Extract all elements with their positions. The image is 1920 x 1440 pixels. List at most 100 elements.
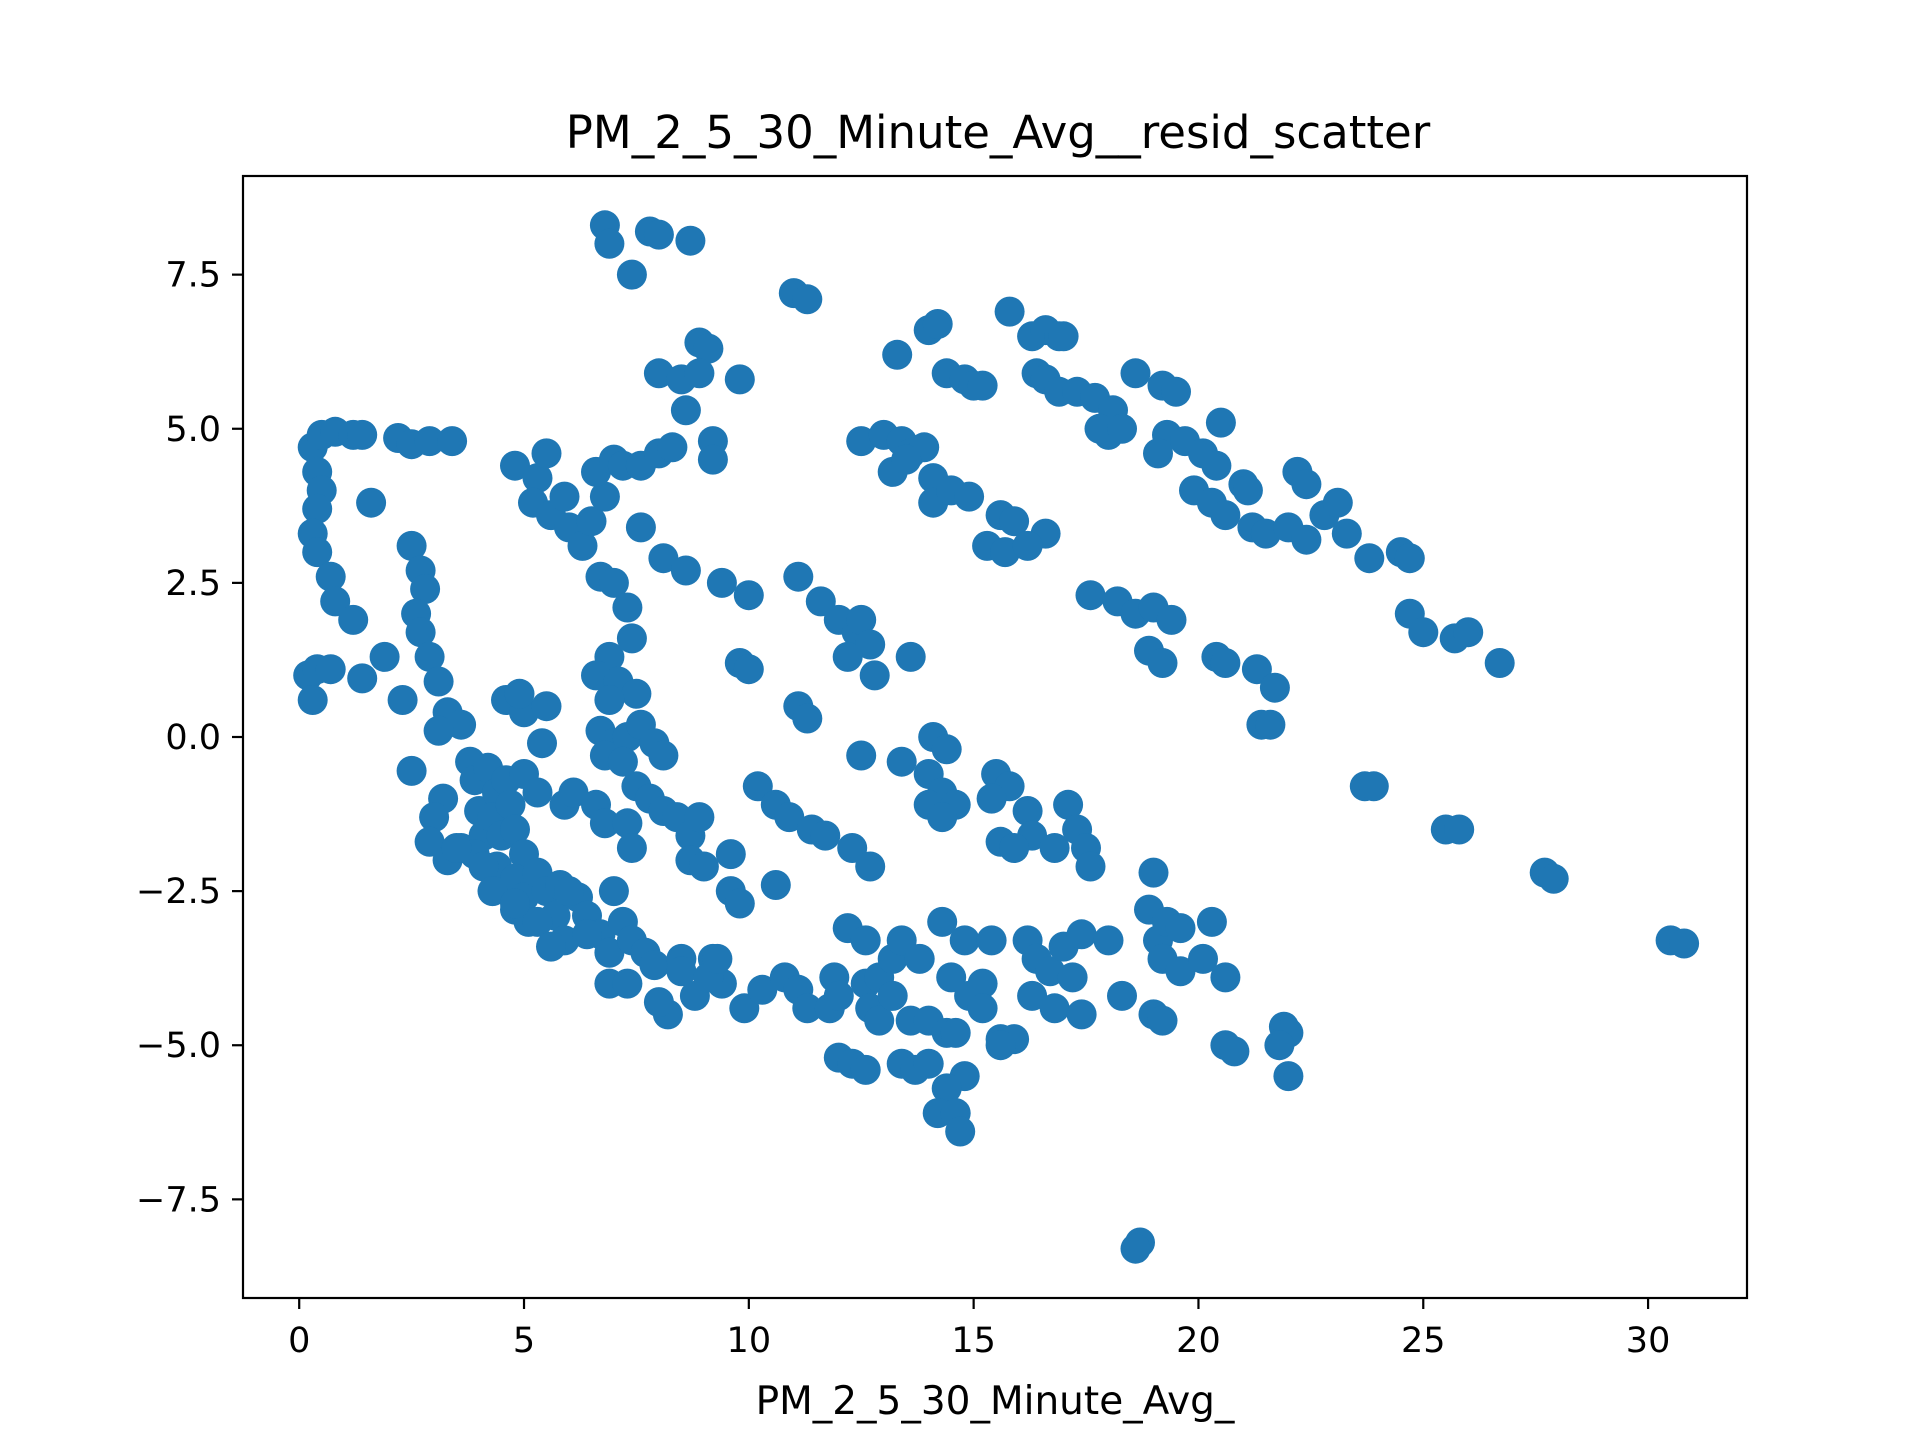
data-point — [1273, 1061, 1304, 1092]
y-tick-label: 2.5 — [165, 564, 221, 604]
data-point — [477, 876, 508, 907]
data-point — [976, 783, 1007, 814]
data-point — [414, 826, 445, 857]
x-tick-label: 10 — [727, 1321, 772, 1361]
data-point — [639, 950, 670, 981]
data-point — [598, 876, 629, 907]
data-point — [405, 617, 436, 648]
data-point — [733, 654, 764, 685]
data-point — [567, 530, 598, 561]
data-point — [688, 851, 719, 882]
data-point — [612, 968, 643, 999]
data-point — [1012, 796, 1043, 826]
data-point — [1188, 943, 1218, 974]
x-tick-label: 5 — [513, 1321, 535, 1361]
data-point — [347, 419, 378, 450]
data-point — [612, 592, 643, 623]
data-point — [500, 450, 530, 481]
data-point — [1039, 833, 1070, 863]
data-point — [1017, 980, 1048, 1011]
data-point — [616, 833, 647, 863]
data-point — [1484, 648, 1515, 678]
data-point — [1259, 672, 1290, 703]
data-point — [886, 925, 917, 956]
data-point — [810, 820, 841, 851]
y-tick-label: 7.5 — [165, 256, 221, 296]
data-point — [837, 833, 868, 863]
data-point — [895, 641, 926, 672]
data-point — [1075, 851, 1106, 882]
x-tick-label: 25 — [1401, 1321, 1446, 1361]
x-tick-label: 20 — [1176, 1321, 1221, 1361]
data-point — [1291, 469, 1322, 500]
data-point — [594, 937, 625, 968]
data-point — [648, 740, 679, 771]
data-point — [666, 956, 697, 987]
data-point — [1322, 487, 1353, 518]
data-point — [724, 364, 755, 395]
data-point — [414, 426, 445, 457]
data-point — [495, 789, 526, 820]
data-point — [927, 906, 958, 937]
data-point — [913, 1048, 944, 1079]
data-point — [882, 339, 913, 370]
data-point — [931, 1073, 962, 1104]
data-point — [387, 685, 418, 715]
data-point — [922, 309, 953, 339]
data-point — [994, 296, 1025, 327]
data-point — [643, 987, 674, 1018]
data-point — [724, 888, 755, 919]
data-point — [527, 728, 557, 759]
data-point — [999, 833, 1030, 863]
data-point — [589, 808, 620, 839]
y-tick-label: −2.5 — [136, 872, 221, 912]
data-point — [832, 641, 863, 672]
data-point — [846, 426, 877, 457]
data-point — [414, 641, 445, 672]
data-point — [1408, 617, 1439, 648]
x-axis: 0 5 10 15 20 25 30 — [288, 1298, 1670, 1361]
data-point — [1035, 956, 1066, 987]
data-point — [1205, 407, 1236, 438]
data-point — [612, 808, 643, 839]
data-point — [410, 574, 441, 604]
data-point — [931, 734, 962, 765]
data-point — [302, 537, 333, 568]
data-point — [423, 715, 454, 746]
data-point — [500, 814, 530, 845]
data-point — [446, 709, 477, 740]
data-point — [1219, 1036, 1250, 1067]
data-point — [1053, 789, 1084, 820]
data-point — [396, 755, 427, 786]
data-point — [531, 438, 562, 469]
data-point — [1255, 709, 1286, 740]
data-point — [500, 888, 530, 919]
data-point — [1138, 857, 1169, 888]
data-point — [504, 678, 535, 709]
x-tick-label: 15 — [951, 1321, 996, 1361]
data-point — [1057, 962, 1088, 993]
data-point — [1066, 919, 1097, 950]
data-point — [589, 481, 620, 512]
data-point — [684, 358, 715, 389]
data-point — [774, 802, 805, 833]
data-point — [423, 666, 454, 697]
data-point — [594, 685, 625, 715]
data-point — [1084, 413, 1115, 444]
y-axis: 7.5 5.0 2.5 0.0 −2.5 −5.0 −7.5 — [136, 256, 243, 1220]
data-point — [747, 974, 778, 1005]
data-point — [954, 481, 985, 512]
chart-title: PM_2_5_30_Minute_Avg__resid_scatter — [566, 106, 1431, 159]
data-point — [1264, 1030, 1295, 1061]
data-point — [1444, 814, 1475, 845]
data-point — [522, 906, 553, 937]
data-point — [1291, 524, 1322, 555]
data-point — [1453, 617, 1484, 648]
data-point — [549, 481, 580, 512]
data-point — [1048, 321, 1079, 352]
data-point — [616, 259, 647, 290]
data-point — [625, 512, 656, 543]
data-point — [468, 851, 499, 882]
data-point — [558, 777, 589, 808]
